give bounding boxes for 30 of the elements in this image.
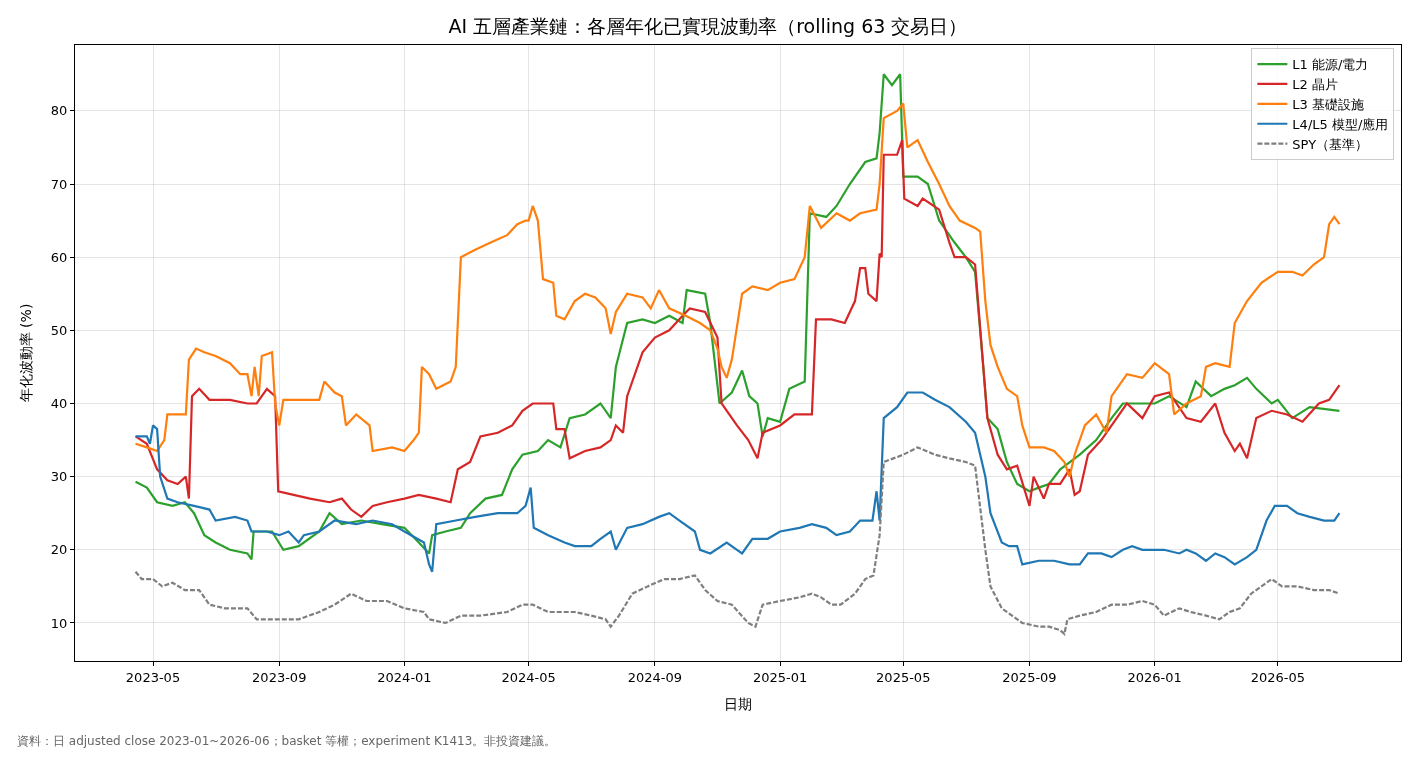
legend-label: SPY（基準） <box>1292 136 1369 152</box>
y-tick-label: 10 <box>50 615 68 631</box>
y-axis-title: 年化波動率 (%) <box>18 303 35 403</box>
y-tick-label: 40 <box>50 396 68 412</box>
chart-title: AI 五層產業鏈：各層年化已實現波動率（rolling 63 交易日） <box>448 14 968 37</box>
legend-label: L2 晶片 <box>1292 77 1339 92</box>
legend-label: L1 能源/電力 <box>1292 57 1369 73</box>
legend-label: L3 基礎設施 <box>1292 96 1365 112</box>
x-tick-label: 2024-01 <box>377 669 432 685</box>
x-tick-label: 2024-05 <box>501 669 556 685</box>
y-tick-label: 20 <box>50 542 68 558</box>
x-tick-label: 2023-09 <box>252 669 307 685</box>
y-tick-label: 70 <box>50 176 68 192</box>
line-series <box>134 446 1341 636</box>
text: 資料：日 adjusted close 2023-01~2026-06；basket 等權；experiment K1413。非投資建議。 <box>17 734 557 748</box>
x-tick-label: 2025-01 <box>752 669 808 685</box>
y-tick-label: 80 <box>50 103 68 119</box>
y-tick-label: 50 <box>50 322 68 338</box>
y-tick-label: 30 <box>50 469 68 485</box>
x-tick-label: 2026-01 <box>1127 669 1182 685</box>
x-tick-label: 2026-05 <box>1250 669 1305 685</box>
legend-label: L4/L5 模型/應用 <box>1292 116 1389 132</box>
x-tick-label: 2024-09 <box>627 669 683 685</box>
line-series <box>134 139 1341 518</box>
line-series <box>134 391 1341 573</box>
x-axis-title: 日期 <box>724 695 752 712</box>
x-tick-label: 2025-09 <box>1002 669 1057 685</box>
x-tick-label: 2023-05 <box>125 669 181 685</box>
y-tick-label: 60 <box>50 249 68 265</box>
x-tick-label: 2025-05 <box>876 669 931 685</box>
